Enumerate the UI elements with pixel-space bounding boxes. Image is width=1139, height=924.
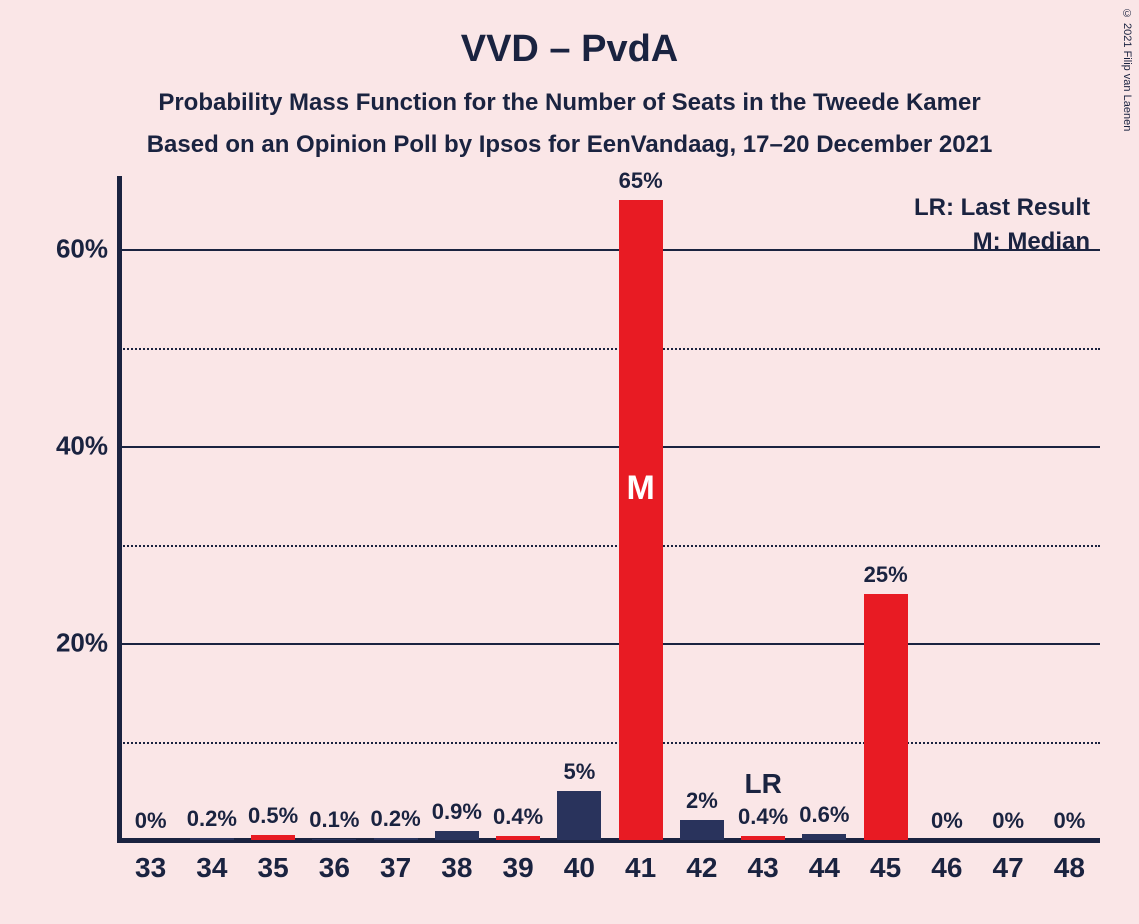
bar [190, 838, 234, 840]
legend-m: M: Median [914, 228, 1090, 256]
bar-value-label: 2% [686, 788, 718, 814]
x-tick-label: 46 [931, 852, 962, 884]
bar-value-label: 0% [931, 808, 963, 834]
x-tick-label: 39 [503, 852, 534, 884]
bar [374, 838, 418, 840]
legend-lr: LR: Last Result [914, 194, 1090, 222]
y-axis [117, 176, 122, 840]
gridline-major [120, 249, 1100, 251]
bar-value-label: 0.6% [799, 802, 849, 828]
gridline-major [120, 643, 1100, 645]
x-tick-label: 35 [258, 852, 289, 884]
bar-value-label: 0.9% [432, 799, 482, 825]
x-tick-label: 48 [1054, 852, 1085, 884]
x-tick-label: 40 [564, 852, 595, 884]
chart-subtitle-1: Probability Mass Function for the Number… [0, 89, 1139, 117]
bar-value-label: 0.2% [371, 806, 421, 832]
x-tick-label: 33 [135, 852, 166, 884]
bar [619, 200, 663, 840]
x-tick-label: 37 [380, 852, 411, 884]
bar [802, 834, 846, 840]
legend: LR: Last Result M: Median [914, 194, 1090, 262]
bar [312, 839, 356, 840]
gridline-major [120, 446, 1100, 448]
bar-value-label: 0.5% [248, 803, 298, 829]
bar-value-label: 0.4% [493, 804, 543, 830]
chart-subtitle-2: Based on an Opinion Poll by Ipsos for Ee… [0, 131, 1139, 159]
x-tick-label: 47 [993, 852, 1024, 884]
x-tick-label: 41 [625, 852, 656, 884]
bar-value-label: 25% [864, 562, 908, 588]
x-tick-label: 44 [809, 852, 840, 884]
y-tick-label: 40% [28, 431, 108, 462]
bar-value-label: 0.2% [187, 806, 237, 832]
x-tick-label: 42 [686, 852, 717, 884]
bar [496, 836, 540, 840]
bar-value-label: 0% [1053, 808, 1085, 834]
bar-value-label: 0% [992, 808, 1024, 834]
x-tick-label: 45 [870, 852, 901, 884]
y-tick-label: 20% [28, 628, 108, 659]
bar [557, 791, 601, 840]
bar [864, 594, 908, 840]
x-tick-label: 43 [748, 852, 779, 884]
x-tick-label: 38 [441, 852, 472, 884]
bar-value-label: 0% [135, 808, 167, 834]
bar-value-label: 65% [619, 168, 663, 194]
gridline-minor [120, 545, 1100, 547]
plot-area: LR: Last Result M: Median 20%40%60%0%330… [120, 200, 1100, 840]
gridline-minor [120, 742, 1100, 744]
median-marker: M [626, 469, 654, 508]
chart-container: VVD – PvdA Probability Mass Function for… [0, 0, 1139, 924]
bar [680, 820, 724, 840]
bar-value-label: 0.4% [738, 804, 788, 830]
bar-value-label: 0.1% [309, 807, 359, 833]
gridline-minor [120, 348, 1100, 350]
bar-value-label: 5% [563, 759, 595, 785]
x-tick-label: 36 [319, 852, 350, 884]
bar [435, 831, 479, 840]
bar [251, 835, 295, 840]
last-result-marker: LR [744, 768, 781, 800]
x-tick-label: 34 [196, 852, 227, 884]
y-tick-label: 60% [28, 234, 108, 265]
chart-title: VVD – PvdA [0, 28, 1139, 71]
bar [741, 836, 785, 840]
